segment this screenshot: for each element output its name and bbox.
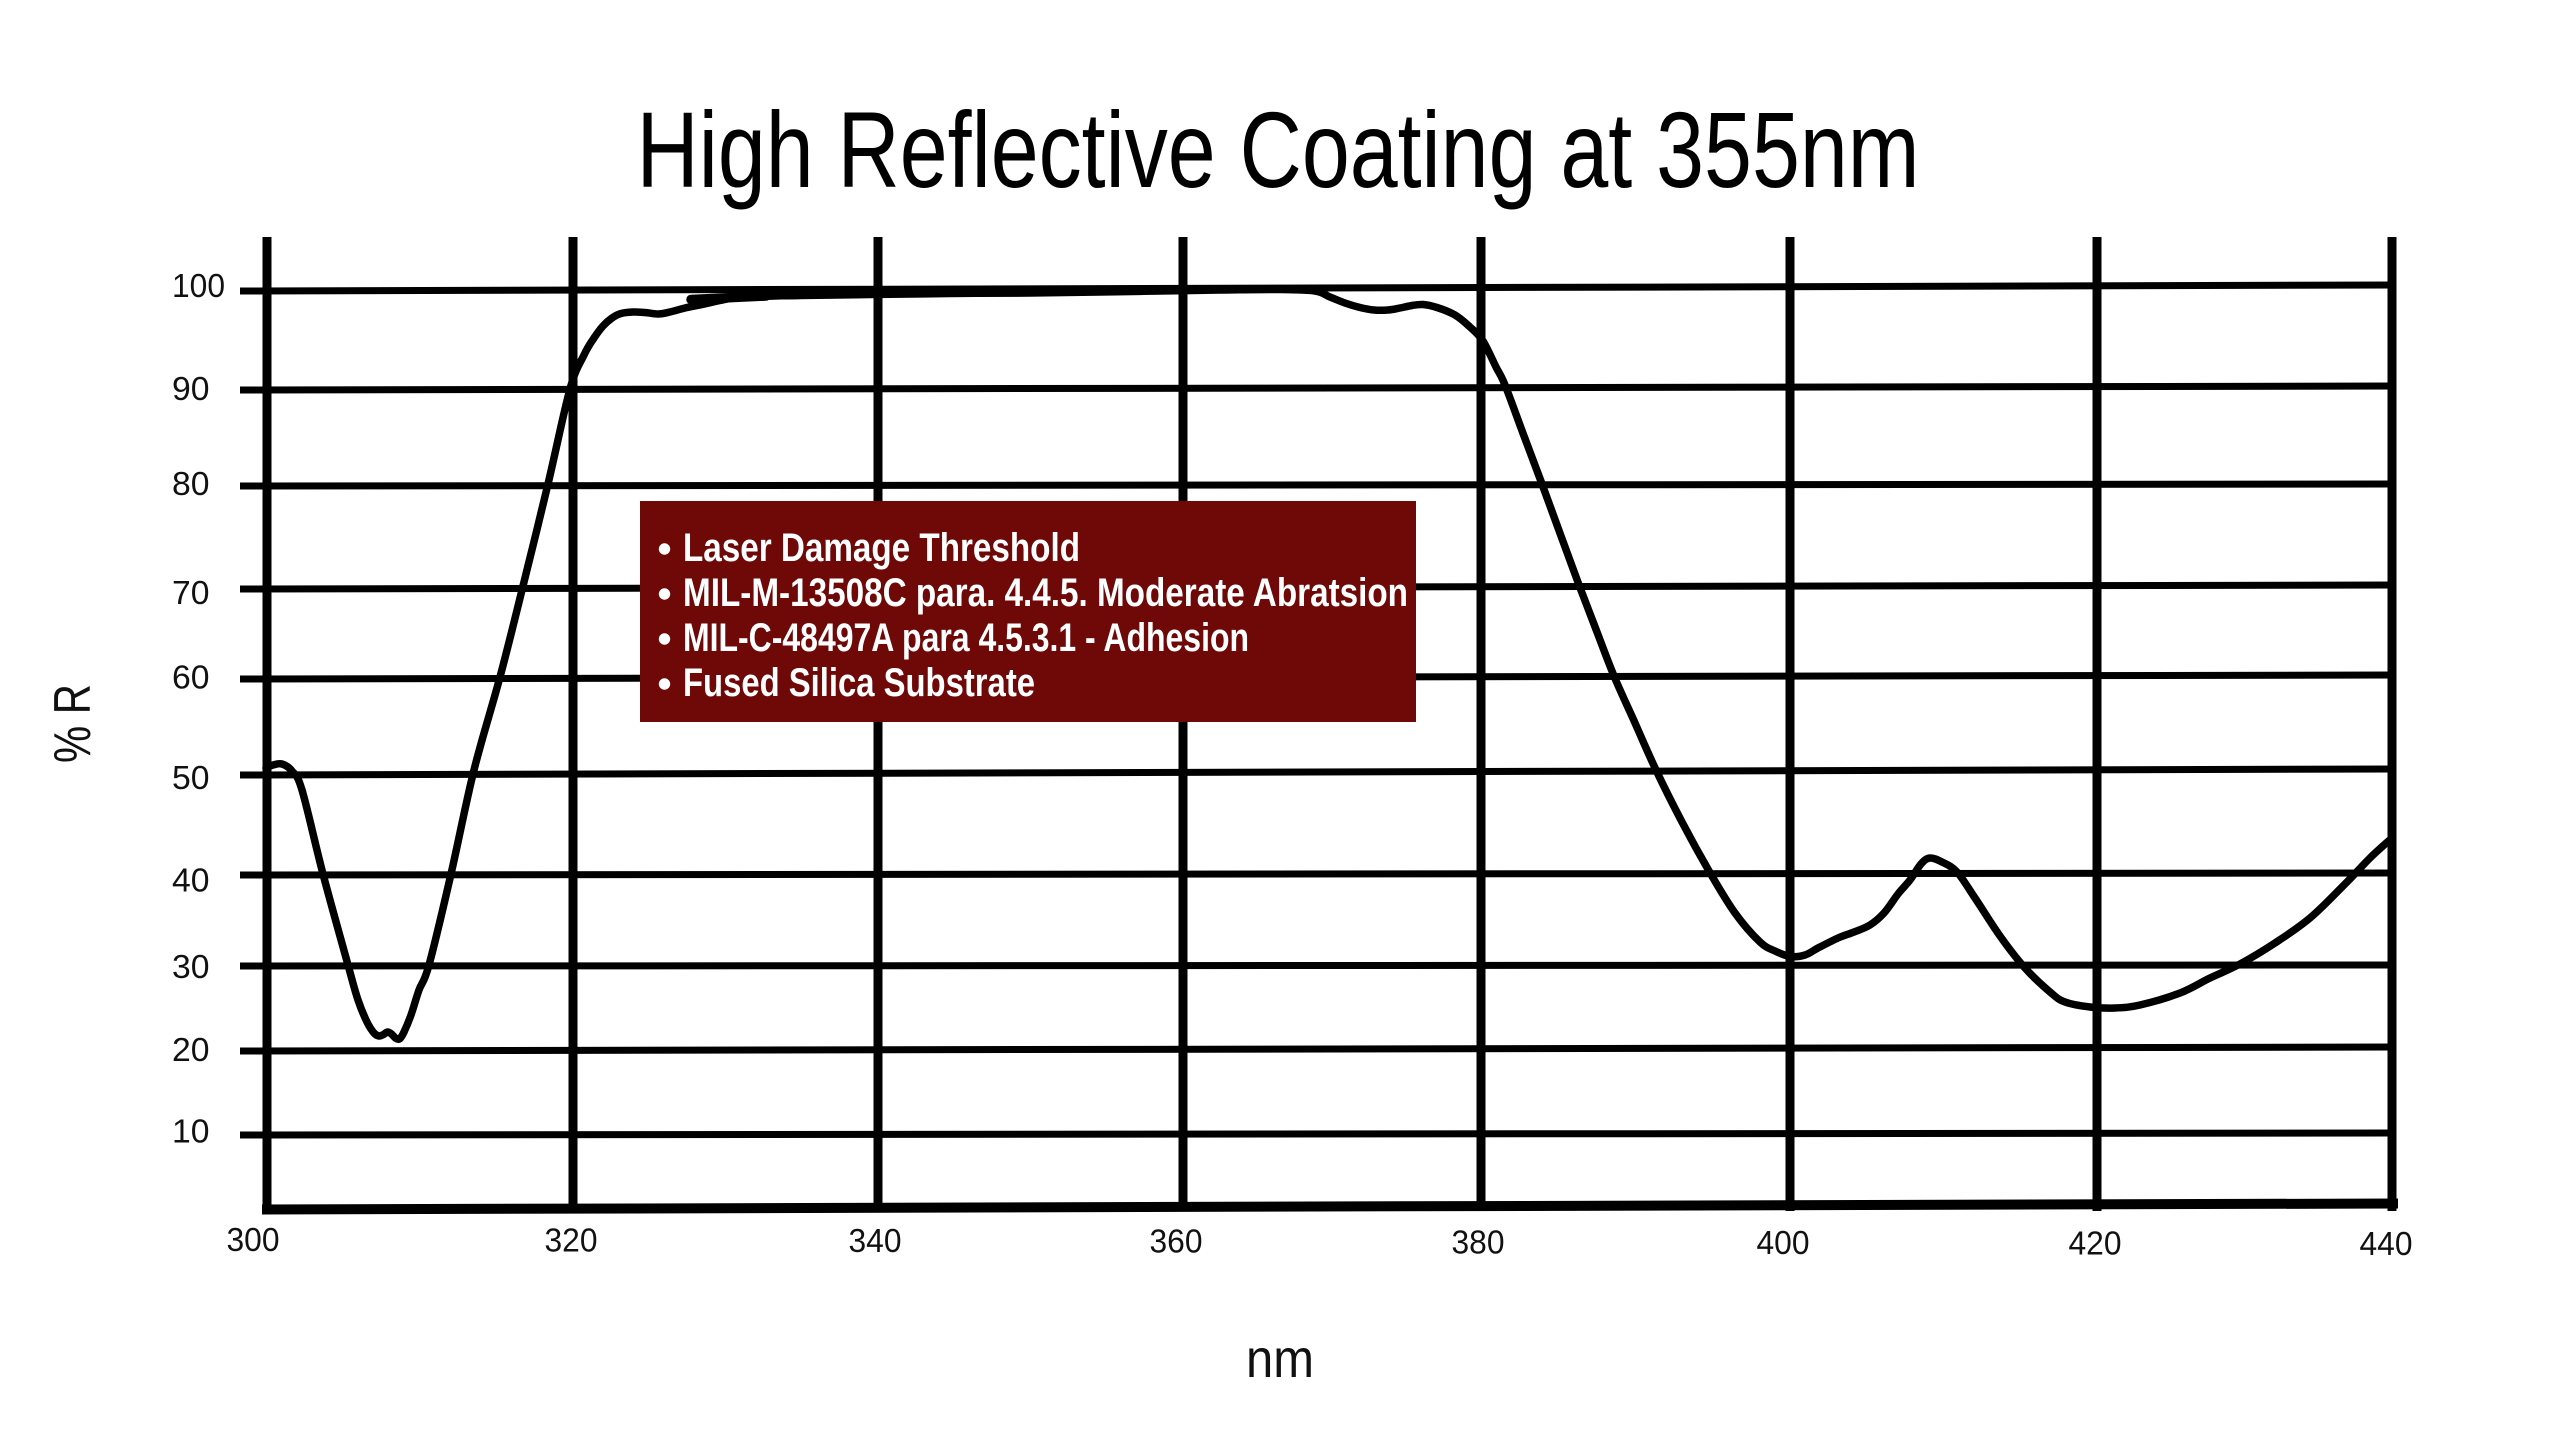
- svg-text:380: 380: [1452, 1224, 1505, 1261]
- svg-text:70: 70: [172, 574, 210, 611]
- svg-text:60: 60: [172, 659, 210, 696]
- svg-text:Laser Damage Threshold: Laser Damage Threshold: [683, 526, 1080, 570]
- svg-text:400: 400: [1757, 1225, 1810, 1262]
- svg-text:20: 20: [172, 1031, 210, 1068]
- svg-text:360: 360: [1150, 1224, 1203, 1261]
- svg-text:40: 40: [172, 862, 210, 899]
- svg-text:420: 420: [2069, 1225, 2122, 1262]
- svg-text:30: 30: [172, 948, 210, 985]
- svg-text:Fused Silica Substrate: Fused Silica Substrate: [683, 661, 1035, 705]
- svg-text:50: 50: [172, 759, 210, 796]
- svg-text:nm: nm: [1246, 1329, 1314, 1389]
- svg-text:100: 100: [172, 267, 225, 304]
- svg-text:300: 300: [227, 1222, 280, 1259]
- svg-text:10: 10: [172, 1113, 210, 1150]
- svg-text:440: 440: [2360, 1226, 2413, 1263]
- svg-text:MIL-C-48497A para 4.5.3.1 - Ad: MIL-C-48497A para 4.5.3.1 - Adhesion: [683, 616, 1249, 660]
- svg-text:80: 80: [172, 465, 210, 502]
- svg-text:High Reflective Coating at 355: High Reflective Coating at 355nm: [637, 90, 1920, 210]
- svg-text:% R: % R: [44, 684, 102, 763]
- svg-text:90: 90: [172, 370, 210, 407]
- svg-text:320: 320: [545, 1223, 598, 1260]
- svg-text:MIL-M-13508C para. 4.4.5. Mode: MIL-M-13508C para. 4.4.5. Moderate Abrat…: [683, 571, 1408, 615]
- svg-text:340: 340: [849, 1223, 902, 1260]
